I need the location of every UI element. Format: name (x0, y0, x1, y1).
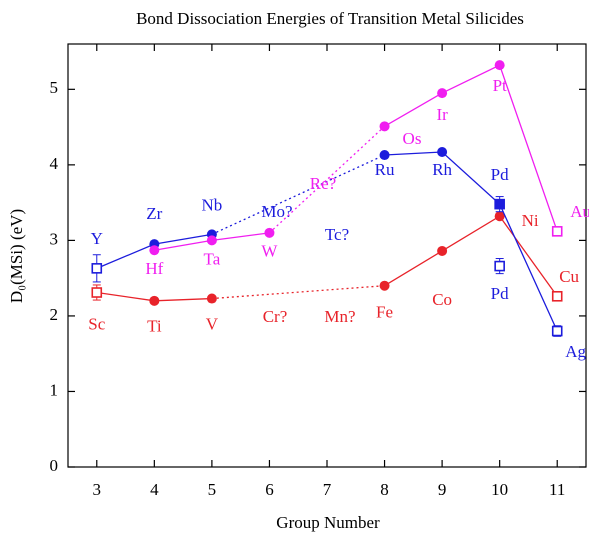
point (379, 150, 390, 161)
plot-frame (67, 43, 587, 468)
point-label: Cu (559, 267, 579, 286)
x-tick-label: 4 (150, 480, 159, 499)
point (91, 263, 103, 274)
point-label: Fe (376, 303, 393, 322)
gap-line (211, 285, 385, 300)
y-tick-label: 1 (50, 380, 59, 399)
point-label: Ti (147, 317, 162, 336)
x-tick-label: 3 (93, 480, 102, 499)
y-tick-label: 4 (50, 154, 59, 173)
point (494, 260, 505, 272)
point (437, 147, 448, 158)
x-tick-label: 8 (380, 480, 389, 499)
point-label: Re? (310, 174, 336, 193)
point (551, 290, 563, 302)
point (379, 280, 390, 291)
point-label: Co (432, 290, 452, 309)
point (149, 245, 160, 256)
point-label: Nb (201, 195, 222, 214)
x-tick-label: 7 (323, 480, 332, 499)
point (206, 293, 217, 304)
x-axis-label: Group Number (276, 513, 380, 532)
gap-line (269, 125, 385, 234)
gap-line (211, 154, 385, 235)
y-tick-label: 2 (50, 305, 59, 324)
point-label: W (261, 242, 278, 261)
point (379, 121, 390, 132)
point-label: Au (570, 202, 589, 221)
point (91, 287, 103, 298)
point (437, 245, 448, 256)
point-label: Pt (493, 76, 507, 95)
point (551, 325, 563, 337)
point-label: Sc (88, 314, 105, 333)
point (437, 88, 448, 99)
point-label: V (206, 314, 219, 333)
y-tick-label: 5 (50, 78, 59, 97)
point (494, 60, 505, 71)
point-label: Os (403, 129, 422, 148)
y-tick-label: 0 (50, 456, 59, 475)
x-tick-label: 5 (208, 480, 217, 499)
point-label: Ag (565, 342, 586, 361)
point-label: Mn? (324, 307, 355, 326)
point-label: Rh (432, 160, 452, 179)
x-tick-label: 9 (438, 480, 447, 499)
point (551, 226, 563, 237)
point-label: Ni (522, 211, 539, 230)
x-tick-label: 11 (549, 480, 565, 499)
point-label: Pd (491, 284, 509, 303)
point-label: Pd (491, 165, 509, 184)
point (494, 211, 505, 222)
point (206, 235, 217, 246)
y-tick-label: 3 (50, 229, 59, 248)
point-label: Y (91, 229, 103, 248)
point (494, 198, 505, 210)
point-label: Hf (145, 259, 163, 278)
point-label: Mo? (261, 202, 292, 221)
point-label: Cr? (263, 307, 288, 326)
point (149, 295, 160, 306)
chart-title: Bond Dissociation Energies of Transition… (136, 9, 524, 28)
point-label: Zr (146, 204, 162, 223)
point-label: Tc? (325, 225, 349, 244)
point-label: Ta (204, 249, 221, 268)
point-label: Ir (436, 105, 448, 124)
x-tick-label: 6 (265, 480, 274, 499)
x-tick-label: 10 (491, 480, 508, 499)
point (264, 227, 275, 238)
y-axis-label: D₀(MSi) (eV) (7, 209, 26, 303)
point-label: Ru (375, 160, 395, 179)
